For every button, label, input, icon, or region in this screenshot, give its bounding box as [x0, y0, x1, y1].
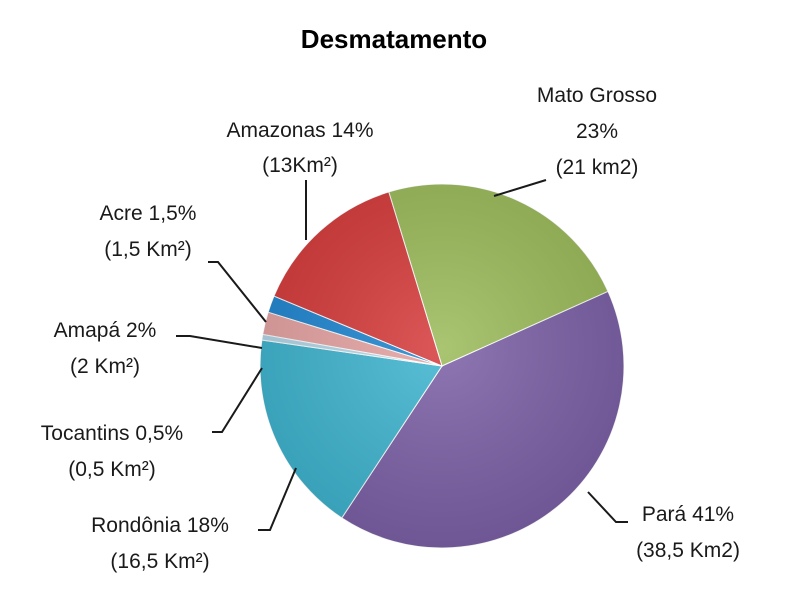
- leader-line-tocantins: [212, 367, 263, 433]
- label-acre-name: Acre 1,5%: [100, 202, 197, 225]
- label-amazonas-area: (13Km²): [262, 154, 338, 177]
- label-mato-grosso-percent: 23%: [576, 120, 618, 143]
- leader-lines: [176, 179, 628, 531]
- label-amapa-name: Amapá 2%: [54, 319, 157, 342]
- label-para-name: Pará 41%: [642, 503, 734, 526]
- label-rondonia-area: (16,5 Km²): [110, 550, 209, 573]
- leader-line-mato-grosso: [493, 179, 547, 197]
- label-mato-grosso-area: (21 km2): [556, 156, 639, 179]
- leader-line-para: [587, 491, 628, 523]
- label-amapa-area: (2 Km²): [70, 355, 140, 378]
- pie-slices: [259, 183, 625, 549]
- leader-line-amapa: [176, 335, 263, 349]
- label-amazonas-name: Amazonas 14%: [226, 119, 373, 142]
- leader-line-acre: [208, 261, 267, 323]
- leader-line-rondonia: [258, 467, 297, 531]
- label-mato-grosso-name: Mato Grosso: [537, 84, 657, 107]
- label-rondonia-name: Rondônia 18%: [91, 514, 229, 537]
- label-para-area: (38,5 Km2): [636, 539, 740, 562]
- chart-title: Desmatamento: [300, 24, 488, 54]
- label-acre-area: (1,5 Km²): [104, 238, 192, 261]
- label-tocantins-name: Tocantins 0,5%: [41, 422, 183, 445]
- label-tocantins-area: (0,5 Km²): [68, 458, 156, 481]
- data-labels: Mato Grosso 23% (21 km2) Amazonas 14% (1…: [41, 84, 740, 573]
